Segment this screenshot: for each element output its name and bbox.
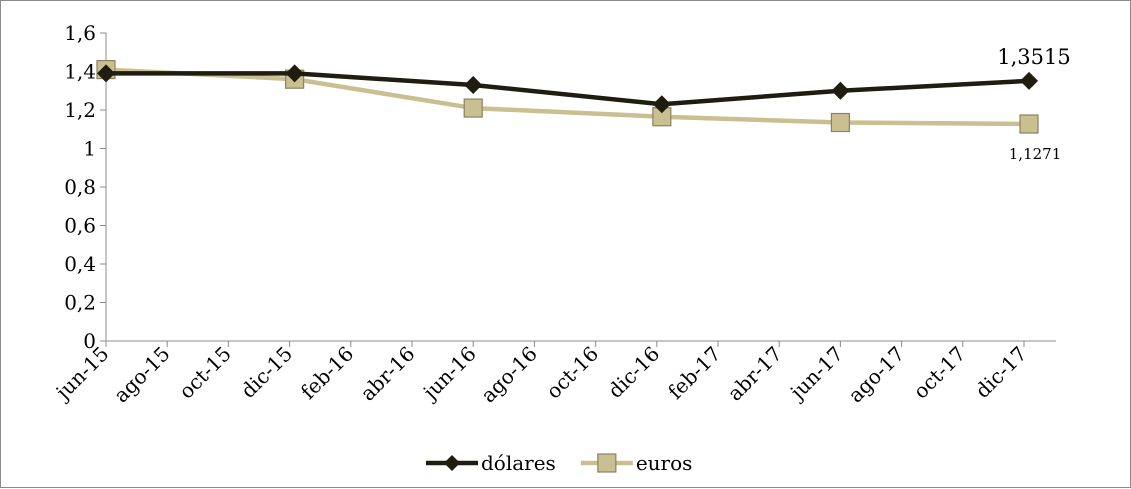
x-tick-label: dic-16 bbox=[603, 342, 664, 403]
x-tick-label: dic-15 bbox=[236, 342, 297, 403]
series-diamond bbox=[97, 64, 1039, 114]
legend-marker bbox=[444, 455, 460, 471]
y-tick-label: 0 bbox=[83, 329, 96, 353]
data-point-marker bbox=[1019, 114, 1039, 134]
x-tick-label: jun-17 bbox=[784, 342, 848, 406]
x-tick-label: oct-16 bbox=[541, 342, 603, 404]
x-tick-label: abr-16 bbox=[356, 342, 420, 406]
x-tick-label: ago-16 bbox=[476, 342, 542, 408]
x-tick-label: feb-16 bbox=[296, 342, 358, 404]
y-axis-ticks: 0 0,2 0,4 0,6 0,8 1 1,2 1,4 1,6 bbox=[64, 21, 106, 353]
data-point-marker bbox=[831, 81, 850, 100]
legend-item: euros bbox=[580, 451, 693, 475]
y-tick-label: 1 bbox=[83, 137, 96, 161]
data-point-marker bbox=[464, 75, 483, 94]
series-layer bbox=[96, 59, 1039, 134]
x-tick-label: jun-16 bbox=[417, 342, 481, 406]
y-tick-label: 0,8 bbox=[64, 175, 96, 199]
axes bbox=[105, 33, 1056, 342]
annotation-layer: 1,3515 1,1271 bbox=[997, 45, 1070, 163]
y-tick-label: 1,6 bbox=[64, 21, 96, 45]
data-label: 1,1271 bbox=[1009, 145, 1062, 163]
data-point-marker bbox=[1020, 71, 1039, 90]
data-point-marker bbox=[652, 95, 671, 114]
x-tick-label: jun-15 bbox=[50, 342, 114, 406]
legend: dólares euros bbox=[426, 451, 692, 475]
x-tick-label: dic-17 bbox=[970, 342, 1031, 403]
y-tick-label: 0,2 bbox=[64, 291, 96, 315]
x-tick-label: ago-17 bbox=[843, 342, 909, 408]
data-label: 1,3515 bbox=[997, 45, 1070, 69]
legend-item: dólares bbox=[426, 451, 556, 475]
data-point-marker bbox=[97, 64, 115, 83]
legend-label: dólares bbox=[481, 451, 556, 475]
series-line bbox=[106, 71, 1030, 107]
legend-label: euros bbox=[636, 451, 693, 475]
x-tick-label: oct-17 bbox=[908, 342, 970, 404]
data-point-marker bbox=[830, 112, 851, 133]
y-tick-label: 1,4 bbox=[64, 60, 96, 84]
y-tick-label: 0,6 bbox=[64, 214, 96, 238]
y-tick-label: 1,2 bbox=[64, 98, 96, 122]
x-tick-label: ago-15 bbox=[109, 342, 175, 408]
y-tick-label: 0,4 bbox=[64, 252, 96, 276]
series-line bbox=[105, 67, 1030, 127]
x-tick-label: oct-15 bbox=[174, 342, 236, 404]
legend-marker bbox=[597, 453, 617, 473]
data-point-marker bbox=[285, 64, 304, 83]
x-tick-label: feb-17 bbox=[663, 342, 725, 404]
data-point-marker bbox=[463, 98, 483, 118]
x-tick-label: abr-17 bbox=[723, 342, 787, 406]
